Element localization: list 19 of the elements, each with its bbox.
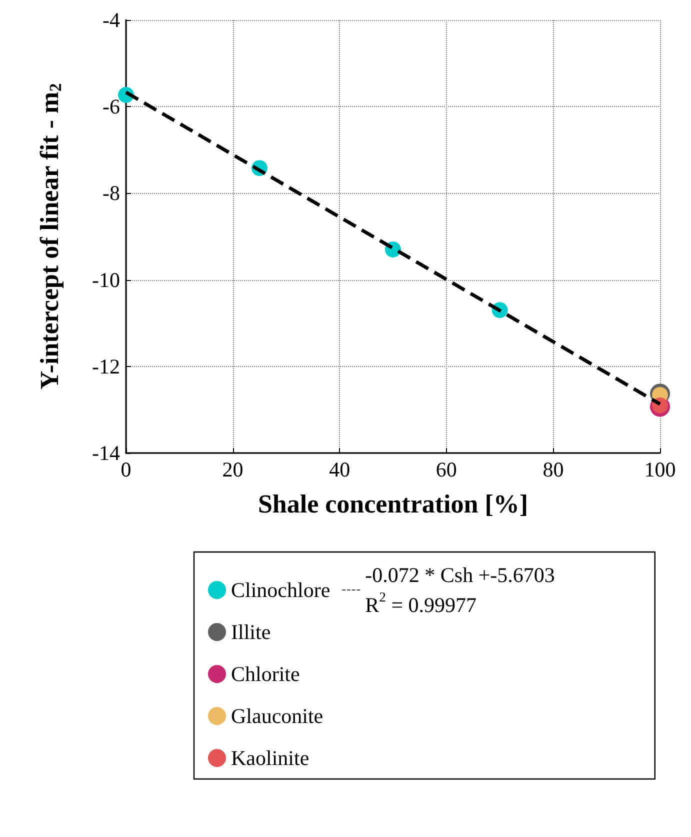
y-tick-label: -4: [102, 8, 120, 32]
x-tick-label: 60: [436, 458, 457, 482]
x-axis-title: Shale concentration [%]: [258, 490, 528, 518]
x-tick-label: 100: [644, 458, 676, 482]
legend-label: Clinochlore: [231, 578, 330, 602]
y-tick-label: -10: [92, 268, 120, 292]
legend-label: Chlorite: [231, 662, 300, 686]
x-tick-label: 40: [329, 458, 350, 482]
legend-label: Glauconite: [231, 704, 324, 728]
legend-label: Illite: [231, 620, 271, 644]
y-tick-label: -8: [102, 181, 120, 206]
y-tick-label: -12: [92, 354, 120, 378]
x-tick-label: 20: [222, 458, 244, 482]
y-axis-title: Y-intercept of linear fit - m2: [35, 83, 65, 390]
y-tick-label: -6: [102, 94, 120, 119]
legend-label: Kaolinite: [231, 746, 310, 770]
y-tick-label: -14: [92, 441, 120, 465]
x-tick-label: 80: [542, 458, 564, 482]
x-tick-label: 0: [120, 458, 132, 482]
